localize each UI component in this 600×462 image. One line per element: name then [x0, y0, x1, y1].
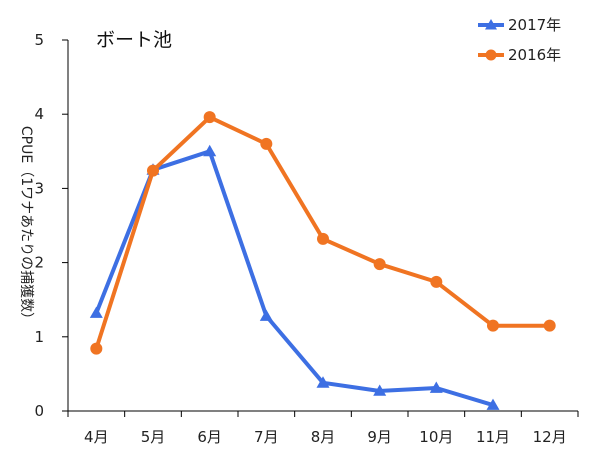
chart-title: ボート池 — [96, 29, 172, 51]
data-point — [259, 309, 273, 321]
legend-label: 2016年 — [508, 46, 561, 64]
x-tick-label: 9月 — [367, 428, 392, 446]
data-point — [429, 381, 443, 393]
data-point — [147, 164, 159, 177]
series-layer — [89, 111, 556, 410]
data-point — [317, 232, 329, 245]
y-tick-label: 5 — [34, 31, 44, 49]
data-point — [89, 306, 103, 318]
data-point — [90, 342, 103, 355]
axes: 0 1 2 3 4 5 4月 5月 6月 7月 8月 9月 10月 11月 12月 — [34, 31, 579, 446]
x-tick-label: 6月 — [197, 428, 222, 446]
data-point — [316, 376, 330, 388]
x-tick-label: 4月 — [84, 428, 109, 446]
data-point — [260, 137, 273, 150]
legend-marker — [485, 19, 497, 30]
x-tick-label: 8月 — [311, 428, 336, 446]
data-point — [430, 275, 443, 288]
legend-item: 2017年 — [478, 16, 561, 34]
data-point — [373, 258, 386, 271]
y-tick-label: 4 — [34, 105, 44, 123]
data-point — [203, 144, 217, 157]
data-point — [486, 398, 500, 410]
data-point — [203, 111, 216, 124]
legend: 2017年 2016年 — [478, 16, 561, 64]
legend-item: 2016年 — [478, 46, 561, 64]
data-point — [487, 319, 499, 332]
x-tick-label: 7月 — [254, 428, 279, 446]
x-tick-label: 12月 — [533, 428, 567, 446]
legend-label: 2017年 — [508, 16, 561, 34]
data-point — [373, 384, 387, 396]
x-tick-label: 10月 — [419, 428, 453, 446]
series-line — [94, 149, 495, 408]
x-tick-label: 5月 — [141, 428, 166, 446]
y-tick-label: 0 — [34, 402, 44, 420]
y-tick-label: 2 — [34, 254, 44, 272]
legend-marker — [485, 49, 497, 61]
y-tick-label: 3 — [34, 179, 44, 197]
series-2 — [90, 111, 556, 355]
y-axis-label: CPUE（1ワナあたりの捕獲数） — [18, 126, 34, 326]
y-tick-label: 1 — [34, 328, 44, 346]
data-point — [543, 319, 556, 332]
x-tick-label: 11月 — [476, 428, 510, 446]
